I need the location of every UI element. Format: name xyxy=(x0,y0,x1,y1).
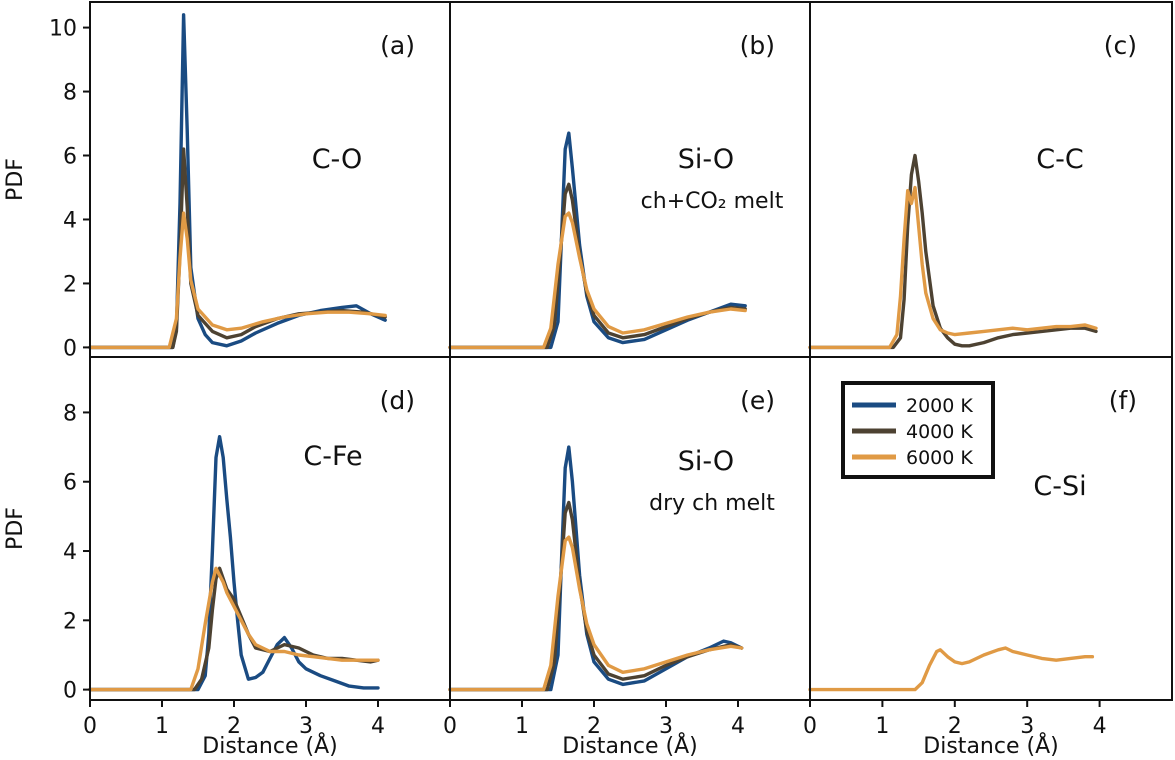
x-tick-label: 4 xyxy=(1093,714,1107,739)
x-tick-label: 2 xyxy=(948,714,962,739)
x-tick-label: 4 xyxy=(731,714,745,739)
panel-tag-d: (d) xyxy=(380,386,415,415)
x-tick-label: 3 xyxy=(1020,714,1034,739)
pair-label-a: C-O xyxy=(312,144,363,175)
y-tick-label: 2 xyxy=(63,272,77,297)
pair-label-f: C-Si xyxy=(1033,471,1086,502)
x-tick-label: 2 xyxy=(227,714,241,739)
series-line-c-6000k xyxy=(808,185,1098,350)
x-tick-label: 2 xyxy=(587,714,601,739)
pair-label-d: C-Fe xyxy=(303,441,362,472)
y-tick-label: 4 xyxy=(63,208,77,233)
series-line-f-6000k xyxy=(808,646,1095,692)
y-tick-label: 6 xyxy=(63,471,77,496)
legend xyxy=(841,381,995,479)
x-tick-label: 0 xyxy=(83,714,97,739)
x-tick-label: 1 xyxy=(515,714,529,739)
y-tick-label: 10 xyxy=(49,17,77,42)
y-axis-label: PDF xyxy=(3,158,28,201)
series-line-d-6000k xyxy=(88,566,380,692)
panel-tag-e: (e) xyxy=(740,386,775,415)
series-line-a-6000k xyxy=(88,211,387,350)
x-tick-label: 3 xyxy=(299,714,313,739)
y-tick-label: 0 xyxy=(63,336,77,361)
x-tick-label: 1 xyxy=(155,714,169,739)
x-tick-label: 0 xyxy=(803,714,817,739)
x-axis-label: Distance (Å) xyxy=(202,732,337,759)
subtitle-b: ch+CO₂ melt xyxy=(641,189,784,214)
series-line-a-2000k xyxy=(88,13,387,350)
x-axis-label: Distance (Å) xyxy=(923,732,1058,759)
y-tick-label: 4 xyxy=(63,540,77,565)
legend-label: 2000 K xyxy=(906,395,973,417)
y-tick-label: 6 xyxy=(63,145,77,170)
panel-frame-f xyxy=(809,356,1173,701)
panel-f xyxy=(808,356,1173,701)
y-tick-label: 2 xyxy=(63,609,77,634)
legend-label: 4000 K xyxy=(906,421,973,443)
x-axis-label: Distance (Å) xyxy=(562,732,697,759)
panel-tag-b: (b) xyxy=(740,31,775,60)
x-tick-label: 1 xyxy=(875,714,889,739)
panel-tag-c: (c) xyxy=(1104,31,1137,60)
subtitle-e: dry ch melt xyxy=(649,491,775,516)
x-tick-label: 4 xyxy=(371,714,385,739)
pair-label-b: Si-O xyxy=(678,144,734,175)
series-line-a-4000k xyxy=(88,147,387,350)
pair-label-e: Si-O xyxy=(678,446,734,477)
pair-label-c: C-C xyxy=(1036,144,1083,175)
y-axis-label: PDF xyxy=(3,507,28,550)
x-tick-label: 0 xyxy=(443,714,457,739)
y-tick-label: 8 xyxy=(63,401,77,426)
panel-tag-f: (f) xyxy=(1109,386,1137,415)
x-tick-label: 3 xyxy=(659,714,673,739)
legend-label: 6000 K xyxy=(906,447,973,469)
series-line-b-6000k xyxy=(448,211,747,350)
y-tick-label: 8 xyxy=(63,81,77,106)
series-line-c-4000k xyxy=(808,153,1098,350)
y-tick-label: 0 xyxy=(63,679,77,704)
series-line-d-2000k xyxy=(88,435,380,692)
panel-tag-a: (a) xyxy=(380,31,415,60)
series-line-e-6000k xyxy=(448,535,744,692)
